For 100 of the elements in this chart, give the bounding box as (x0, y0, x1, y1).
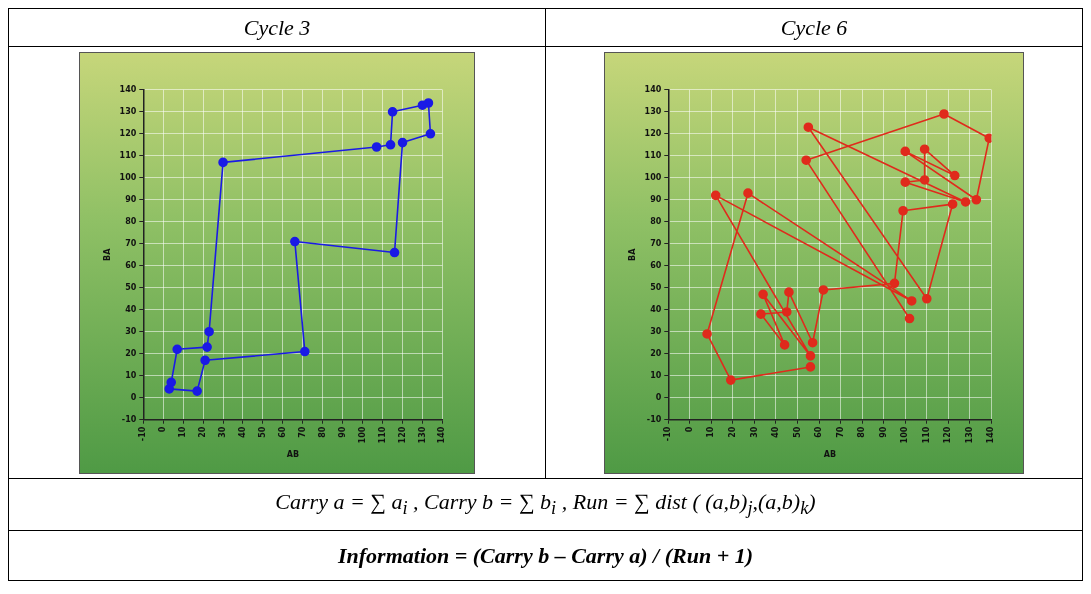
point (947, 198, 958, 209)
x-tick-label: 20 (728, 425, 737, 438)
y-axis-title: BA (627, 247, 637, 261)
x-tick-label: 30 (749, 425, 759, 438)
point (172, 344, 182, 354)
point (758, 289, 768, 299)
x-tick-label: 80 (857, 425, 867, 438)
point (781, 306, 792, 317)
y-tick-label: 100 (644, 172, 662, 182)
x-tick-label: 70 (297, 425, 307, 438)
point (921, 293, 932, 304)
point (202, 341, 212, 352)
point (900, 146, 911, 156)
y-tick-label: 20 (650, 348, 662, 358)
x-tick-label: 90 (878, 425, 888, 438)
y-tick-label: 30 (125, 326, 137, 336)
x-tick-label: 60 (277, 425, 287, 438)
point (919, 143, 930, 154)
x-axis-title: AB (823, 449, 836, 459)
point (939, 108, 949, 119)
x-tick-label: 140 (437, 425, 447, 443)
x-tick-label: 10 (706, 425, 716, 438)
y-tick-label: 80 (650, 216, 662, 226)
x-tick-label: 110 (921, 425, 931, 443)
point (805, 361, 816, 372)
y-tick-label: 110 (119, 150, 137, 160)
x-tick-label: 30 (218, 425, 228, 438)
x-tick-label: 20 (198, 425, 208, 438)
point (385, 139, 396, 150)
x-tick-label: 100 (357, 425, 367, 443)
y-tick-label: -10 (121, 414, 137, 424)
y-tick-label: 10 (650, 370, 662, 380)
y-tick-label: 40 (125, 304, 137, 314)
point (290, 236, 300, 246)
x-tick-label: 60 (814, 425, 824, 438)
y-tick-label: 0 (130, 392, 137, 402)
y-tick-label: 0 (655, 392, 662, 402)
x-tick-label: 40 (771, 425, 781, 438)
y-tick-label: 90 (125, 194, 137, 204)
x-axis-title: AB (286, 449, 299, 459)
x-tick-label: 120 (943, 425, 953, 443)
y-tick-label: 100 (119, 172, 137, 182)
y-tick-label: 120 (644, 128, 662, 138)
y-tick-label: 60 (125, 260, 137, 270)
y-tick-label: 130 (644, 106, 662, 116)
y-tick-label: 70 (650, 238, 662, 248)
x-tick-label: 140 (986, 425, 996, 443)
point (807, 337, 818, 348)
y-tick-label: 80 (125, 216, 137, 226)
point (389, 247, 400, 257)
point (906, 295, 917, 306)
x-tick-label: 110 (377, 425, 387, 443)
x-tick-label: 130 (417, 425, 427, 443)
chart-title: Cycle 6 (545, 8, 1083, 47)
point (710, 190, 721, 200)
x-tick-label: 40 (238, 425, 248, 438)
point (166, 377, 177, 387)
point (371, 141, 382, 152)
x-tick-label: 0 (684, 425, 694, 432)
point (204, 326, 214, 337)
y-tick-label: 120 (119, 128, 137, 138)
point (300, 346, 310, 356)
x-tick-label: 50 (258, 425, 268, 438)
point (425, 128, 436, 139)
point (949, 170, 960, 180)
y-tick-label: 60 (650, 260, 662, 270)
point (900, 176, 911, 187)
y-tick-label: 130 (119, 106, 137, 116)
point (919, 174, 930, 185)
x-tick-label: 50 (792, 425, 802, 438)
point (756, 308, 766, 319)
text: Information = (Carry b – Carry a) / (Run + 1) (8, 530, 1083, 581)
y-tick-label: 110 (644, 150, 662, 160)
x-tick-label: -10 (138, 425, 148, 441)
y-tick-label: 50 (650, 282, 662, 292)
x-tick-label: 120 (397, 425, 407, 443)
x-tick-label: 80 (317, 425, 327, 438)
y-tick-label: 140 (644, 84, 662, 94)
x-tick-label: -10 (663, 425, 673, 441)
point (889, 278, 900, 288)
point (417, 99, 428, 110)
point (725, 374, 736, 385)
y-tick-label: 20 (125, 348, 137, 358)
point (904, 313, 915, 323)
point (898, 205, 908, 216)
y-tick-label: 70 (125, 238, 137, 248)
point (784, 286, 794, 297)
x-tick-label: 100 (900, 425, 910, 443)
point (218, 157, 228, 167)
point (743, 187, 753, 198)
x-tick-label: 70 (835, 425, 845, 438)
point (192, 385, 202, 396)
point (805, 350, 816, 361)
chart-title: Cycle 3 (8, 8, 546, 47)
point (397, 137, 408, 147)
point (801, 154, 811, 165)
point (818, 284, 829, 295)
point (387, 106, 398, 117)
point (803, 121, 814, 132)
y-tick-label: -10 (646, 414, 662, 424)
